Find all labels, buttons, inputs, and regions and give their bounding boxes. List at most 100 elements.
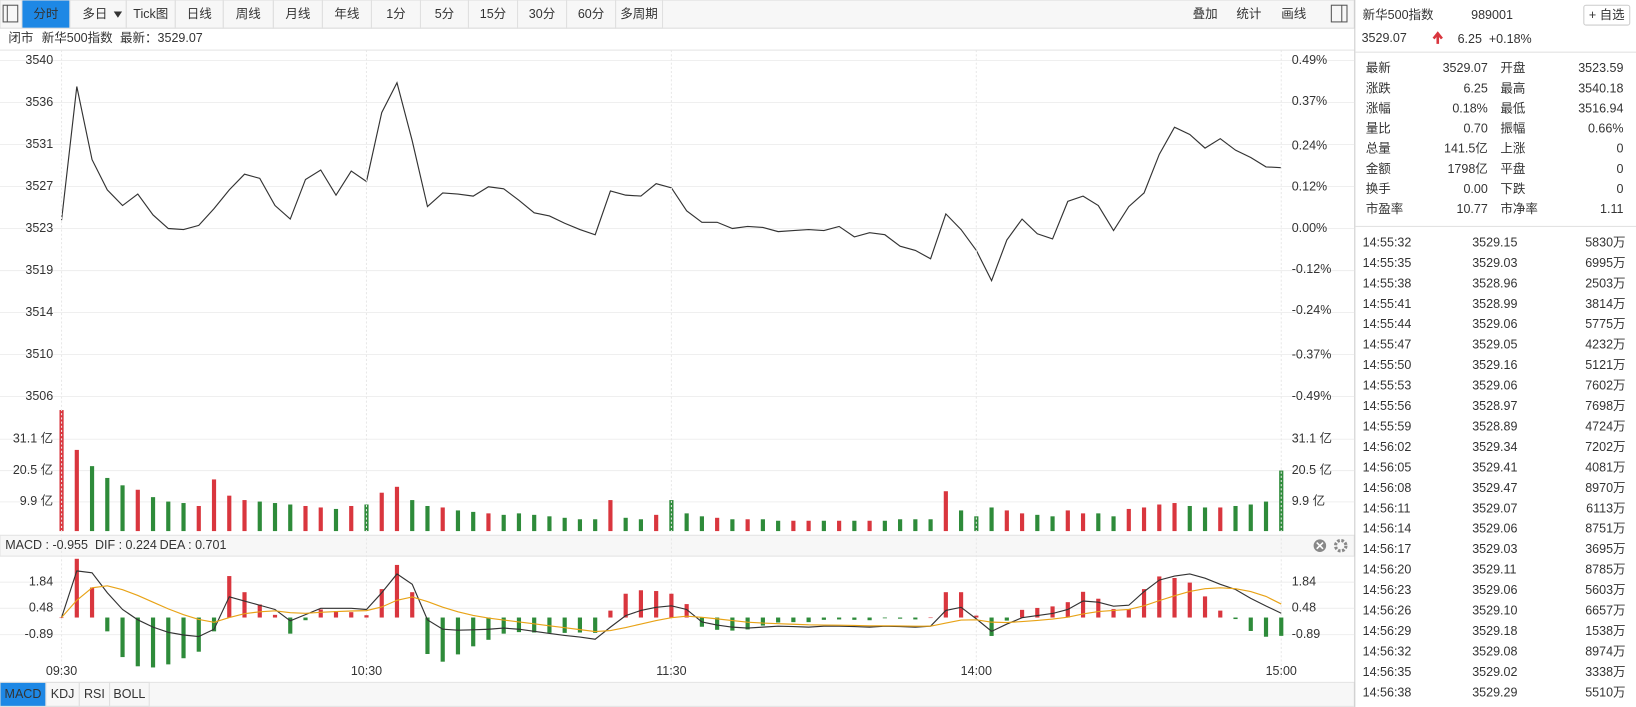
tick-price: 3529.06 xyxy=(1472,522,1517,536)
bar xyxy=(989,507,994,532)
tick-time: 14:56:14 xyxy=(1363,522,1412,536)
y2-tick-label: -0.37% xyxy=(1292,348,1332,362)
toolbar xyxy=(0,0,1355,29)
tab[interactable] xyxy=(615,0,664,29)
tab[interactable] xyxy=(21,0,71,29)
tick-time: 14:56:11 xyxy=(1363,501,1411,515)
bar xyxy=(227,495,232,532)
stat-value: 6.25 xyxy=(1463,81,1487,95)
tab-label[interactable]: 30分 xyxy=(529,7,556,21)
tool-button[interactable]: 统计 xyxy=(1236,7,1261,21)
tick-time: 14:56:23 xyxy=(1363,583,1412,597)
indicator-tab[interactable] xyxy=(109,681,150,707)
bar xyxy=(288,504,293,532)
tick-price: 3529.06 xyxy=(1472,379,1517,393)
tab-label[interactable]: 分时 xyxy=(33,7,59,21)
bar xyxy=(516,617,522,633)
tab-label[interactable]: 月线 xyxy=(285,7,311,21)
y2-tick-label: 0.00% xyxy=(1292,221,1328,235)
tick-time: 14:56:17 xyxy=(1363,542,1412,556)
panel-toggle[interactable] xyxy=(1330,4,1348,23)
tab-label[interactable]: 5分 xyxy=(435,7,455,21)
indicator-tab-label[interactable]: BOLL xyxy=(113,687,145,701)
tick-volume: 4724万 xyxy=(1585,419,1625,433)
bar xyxy=(684,604,689,618)
stat-label: 总量 xyxy=(1366,142,1391,156)
stat-value: 1798亿 xyxy=(1447,162,1487,176)
bar xyxy=(913,617,918,620)
tick-time: 14:56:35 xyxy=(1363,665,1412,679)
bar xyxy=(105,477,110,532)
y-tick-label-right: 1.84 xyxy=(1292,575,1316,589)
bar xyxy=(1202,596,1208,618)
y-tick-label: 3536 xyxy=(25,95,53,109)
stat-label: 换手 xyxy=(1366,182,1391,196)
tab-label[interactable]: 年线 xyxy=(334,7,360,21)
y2-tick-label: 0.12% xyxy=(1292,180,1328,194)
tick-price: 3528.99 xyxy=(1472,297,1517,311)
bar xyxy=(958,510,964,532)
tab-label[interactable]: 周线 xyxy=(236,7,262,21)
y2-tick-label: 0.49% xyxy=(1292,53,1328,67)
tick-price: 3529.34 xyxy=(1472,440,1517,454)
settings-icon[interactable] xyxy=(1333,538,1348,553)
indicator-tab-label[interactable]: RSI xyxy=(84,687,105,701)
bar xyxy=(150,617,156,668)
bar xyxy=(59,617,64,619)
bar xyxy=(745,617,750,630)
bar xyxy=(1233,617,1238,620)
y-tick-label: 3506 xyxy=(25,389,53,403)
tab-label[interactable]: 多周期 xyxy=(620,7,658,21)
watch-label[interactable]: + 自选 xyxy=(1589,8,1625,22)
tab-label[interactable]: 1分 xyxy=(386,7,406,21)
tab-label[interactable]: Tick图 xyxy=(133,7,168,21)
x-tick-label: 15:00 xyxy=(1266,664,1297,678)
tick-time: 14:55:38 xyxy=(1363,276,1412,290)
sidebar-toggle[interactable] xyxy=(2,4,19,23)
tab-label[interactable]: 15分 xyxy=(480,7,507,21)
bar xyxy=(349,505,354,532)
bar xyxy=(623,517,628,532)
bar xyxy=(974,615,979,618)
bar xyxy=(532,514,537,532)
indicator-tab-label[interactable]: MACD xyxy=(5,687,42,701)
tick-price: 3529.29 xyxy=(1472,685,1517,699)
bar xyxy=(89,466,95,532)
tool-button[interactable]: 叠加 xyxy=(1193,7,1218,21)
bar xyxy=(1233,505,1238,532)
tick-volume: 7202万 xyxy=(1585,440,1625,454)
bar xyxy=(150,497,156,532)
tick-volume: 8970万 xyxy=(1585,481,1625,495)
x-tick-label: 09:30 xyxy=(46,664,77,678)
tick-volume: 5121万 xyxy=(1585,358,1625,372)
stat-label: 最新 xyxy=(1366,60,1391,75)
bar xyxy=(410,500,415,532)
tick-time: 14:55:53 xyxy=(1363,379,1412,393)
bar xyxy=(471,617,476,647)
bar xyxy=(1111,609,1116,618)
bar xyxy=(1004,617,1009,621)
y-tick-label-right: 9.9 亿 xyxy=(1292,494,1325,508)
bar xyxy=(288,617,293,634)
x-tick-label: 10:30 xyxy=(351,664,382,678)
bar xyxy=(1080,591,1086,618)
stat-label: 涨幅 xyxy=(1366,101,1391,115)
bar xyxy=(1080,513,1086,532)
tick-volume: 8785万 xyxy=(1585,563,1625,577)
tick-price: 3529.47 xyxy=(1472,481,1517,495)
indicator-tab-label[interactable]: KDJ xyxy=(51,687,75,701)
stat-value: 10.77 xyxy=(1457,202,1488,216)
tab-label[interactable]: 多日 xyxy=(82,7,107,21)
status-text: 新华500指数 xyxy=(42,30,113,45)
tab-label[interactable]: 60分 xyxy=(578,7,605,21)
bar xyxy=(1111,516,1116,532)
stat-label: 市盈率 xyxy=(1366,201,1404,216)
tick-price: 3529.10 xyxy=(1472,604,1517,618)
tab-label[interactable]: 日线 xyxy=(187,7,213,21)
tool-button[interactable]: 画线 xyxy=(1281,7,1307,21)
bar xyxy=(349,612,354,618)
watch-button[interactable] xyxy=(1583,4,1631,26)
bar xyxy=(410,592,415,618)
tick-time: 14:56:20 xyxy=(1363,563,1412,577)
dropdown-arrow[interactable] xyxy=(113,11,123,18)
